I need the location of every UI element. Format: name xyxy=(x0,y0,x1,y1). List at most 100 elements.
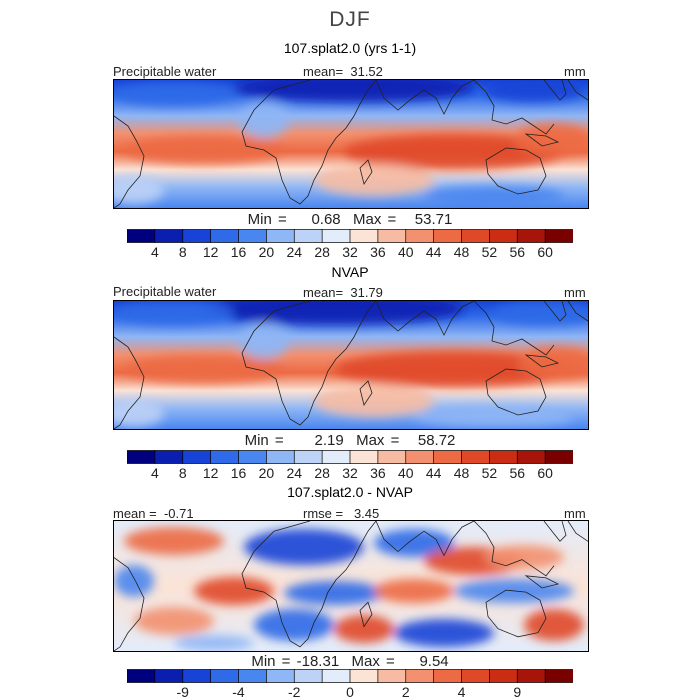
panel1-map-field-blob xyxy=(344,134,564,170)
panel3-colorbar-swatch xyxy=(266,669,295,683)
panel3-colorbar-swatch xyxy=(489,669,518,683)
panel1-colorbar-tick-label: 36 xyxy=(370,244,386,260)
panel1-max-label: Max = xyxy=(353,211,397,228)
panel1-map-coastline xyxy=(543,80,567,101)
panel1-map-coastline xyxy=(473,80,555,135)
panel2-map-coastline xyxy=(567,301,588,322)
panel1-colorbar-swatch xyxy=(516,229,546,243)
panel2-colorbar-tick-label: 24 xyxy=(286,465,302,481)
panel3-colorbar-tick-label: 4 xyxy=(458,684,466,697)
panel1-map xyxy=(113,79,589,209)
panel1-mean-label: mean= xyxy=(303,64,344,79)
panel2-colorbar-swatch xyxy=(516,450,546,464)
panel2-map-field-blob xyxy=(204,301,464,325)
panel1-colorbar-swatch xyxy=(461,229,491,243)
panel3-colorbar-swatch xyxy=(238,669,268,683)
panel1-map-field-blob xyxy=(239,102,289,138)
panel2-colorbar-tick-label: 16 xyxy=(231,465,247,481)
panel1-colorbar-swatch xyxy=(127,229,156,243)
panel1-mean-value: 31.52 xyxy=(350,64,383,79)
panel2-colorbar-swatch xyxy=(266,450,295,464)
panel1-colorbar-tick-label: 52 xyxy=(482,244,498,260)
panel1-colorbar-tick-label: 16 xyxy=(231,244,247,260)
panel3-map-coastline xyxy=(543,521,567,542)
panel2-map-field-blob xyxy=(124,355,284,383)
panel2-colorbar-swatch xyxy=(349,450,379,464)
panel1-colorbar-tick-label: 28 xyxy=(314,244,330,260)
panel2-colorbar-tick-label: 28 xyxy=(314,465,330,481)
panel2-min-value: 2.19 xyxy=(314,432,344,449)
panel1-colorbar-swatch xyxy=(377,229,407,243)
panel1-title: 107.splat2.0 (yrs 1-1) xyxy=(283,40,417,56)
panel1-min-value: 0.68 xyxy=(311,211,341,228)
panel3-map-coastline xyxy=(485,589,547,638)
panel3-min-value: -18.31 xyxy=(296,653,340,670)
panel3-map-coastline xyxy=(359,601,373,628)
panel2-colorbar-swatch xyxy=(210,450,240,464)
panel3-colorbar-tick-label: 9 xyxy=(513,684,521,697)
panel2-mean-label: mean= xyxy=(303,285,344,300)
panel3-rmse: rmse = 3.45 xyxy=(303,506,379,521)
panel3-map-coastline xyxy=(375,521,475,557)
panel1-map-coastline xyxy=(485,147,547,195)
panel2-map-field-blob xyxy=(314,385,434,417)
panel1-map-field-blob xyxy=(484,80,584,102)
panel3-colorbar: -9 -4 -2 0 2 4 9 xyxy=(127,669,573,697)
panel3-map-field-blob xyxy=(174,635,254,651)
panel3-map xyxy=(113,520,589,652)
panel2-colorbar-swatch xyxy=(433,450,463,464)
panel1-colorbar-swatch xyxy=(266,229,295,243)
panel2-colorbar-swatch xyxy=(127,450,156,464)
panel3-map-field-blob xyxy=(134,607,214,635)
panel2-min-label: Min = xyxy=(244,432,284,449)
panel3-map-field-blob xyxy=(374,529,454,557)
panel2-colorbar-tick-label: 40 xyxy=(398,465,414,481)
panel1-colorbar-swatch xyxy=(405,229,435,243)
panel2-colorbar-tick-label: 56 xyxy=(509,465,525,481)
panel3-colorbar-tick-label: -2 xyxy=(288,684,301,697)
panel2-map-field-blob xyxy=(114,301,234,325)
panel2-max-label: Max = xyxy=(356,432,400,449)
panel3-colorbar-swatch xyxy=(405,669,435,683)
panel1-colorbar-tick-label: 56 xyxy=(509,244,525,260)
panel3-colorbar-tick-label: -9 xyxy=(177,684,190,697)
panel3-map-field-blob xyxy=(284,581,384,605)
panel3-rmse-label: rmse = xyxy=(303,506,344,521)
panel1-colorbar-swatch xyxy=(489,229,518,243)
panel2-colorbar-tick-label: 36 xyxy=(370,465,386,481)
panel1-colorbar-swatch xyxy=(238,229,268,243)
panel3-max-value: 9.54 xyxy=(419,653,449,670)
panel2-map-coastline xyxy=(359,380,373,406)
panel2-colorbar-swatch xyxy=(544,450,573,464)
panel3-mean: mean = -0.71 xyxy=(113,506,194,521)
panel2-colorbar-tick-label: 48 xyxy=(454,465,470,481)
panel1-colorbar-swatch xyxy=(544,229,573,243)
panel2-map-coastline xyxy=(543,301,567,322)
panel1-colorbar-swatch xyxy=(182,229,212,243)
panel2-colorbar-swatch xyxy=(489,450,518,464)
panel3-colorbar-swatch xyxy=(461,669,491,683)
panel3-colorbar-swatch xyxy=(127,669,156,683)
panel1-colorbar-tick-label: 4 xyxy=(151,244,159,260)
panel2-max-value: 58.72 xyxy=(417,432,456,449)
panel3-map-field-blob xyxy=(254,609,334,641)
panel1-colorbar-tick-label: 40 xyxy=(398,244,414,260)
panel1-colorbar-swatch xyxy=(293,229,323,243)
panel2-colorbar-swatch xyxy=(405,450,435,464)
panel1-min-label: Min = xyxy=(247,211,287,228)
panel3-colorbar-swatch xyxy=(321,669,351,683)
panel2-colorbar-swatch xyxy=(154,450,184,464)
panel2-mean-value: 31.79 xyxy=(350,285,383,300)
panel2-map-field-blob xyxy=(518,347,588,379)
panel2-units: mm xyxy=(564,285,586,300)
panel3-map-coastline xyxy=(524,575,560,589)
panel1-map-field-blob xyxy=(514,124,588,156)
panel1-colorbar-tick-label: 32 xyxy=(342,244,358,260)
panel3-map-field-blob xyxy=(114,565,154,597)
panel2-colorbar-tick-label: 4 xyxy=(151,465,159,481)
panel1-colorbar-tick-label: 24 xyxy=(286,244,302,260)
panel3-map-coastline xyxy=(114,557,145,651)
panel2-map-coastline xyxy=(114,336,145,429)
panel1-colorbar-tick-label: 48 xyxy=(454,244,470,260)
panel2-colorbar-swatch xyxy=(321,450,351,464)
